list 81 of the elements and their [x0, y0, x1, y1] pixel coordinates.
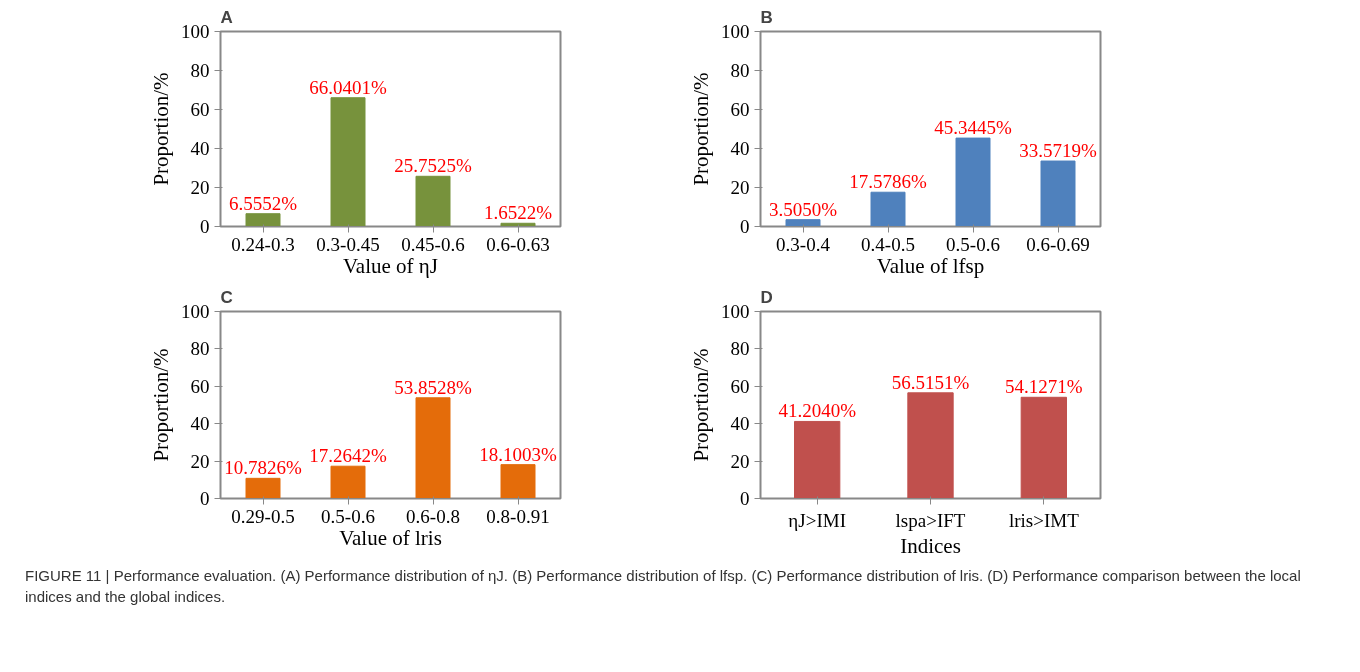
x-tick-label: 0.3-0.4: [776, 233, 831, 255]
data-label: 1.6522%: [483, 202, 553, 224]
bar: [955, 137, 991, 227]
x-tick-label: 0.6-0.8: [406, 505, 460, 527]
y-axis-title: Proportion/%: [149, 72, 173, 186]
y-axis-title: Proportion/%: [149, 348, 173, 462]
x-tick-label: 0.6-0.69: [1026, 233, 1090, 255]
x-tick-label: 0.8-0.91: [486, 505, 550, 527]
x-tick-label: 0.24-0.3: [231, 233, 295, 255]
x-tick-label: 0.5-0.6: [321, 505, 375, 527]
y-tick-label: 40: [190, 413, 210, 435]
y-tick-label: 40: [190, 138, 210, 159]
bar: [794, 420, 841, 499]
chart-title: B: [760, 7, 773, 27]
y-tick-label: 60: [730, 375, 750, 397]
bar: [245, 477, 281, 499]
bar: [1020, 396, 1067, 499]
y-axis-title: Proportion/%: [689, 348, 713, 462]
data-label: 33.5719%: [1019, 140, 1097, 162]
y-axis-title: Proportion/%: [689, 72, 713, 186]
data-label: 17.2642%: [309, 445, 387, 467]
y-tick-label: 0: [200, 488, 210, 509]
chart-title: D: [760, 287, 773, 307]
data-label: 41.2040%: [778, 400, 857, 422]
bar: [330, 97, 366, 227]
x-tick-label: 0.5-0.6: [946, 233, 1000, 255]
x-tick-label: lris>IMT: [1008, 509, 1080, 531]
data-label: 10.7826%: [224, 457, 302, 479]
y-tick-label: 0: [740, 488, 750, 509]
x-tick-label: 0.3-0.45: [316, 233, 380, 255]
data-label: 25.7525%: [394, 155, 472, 177]
y-tick-label: 40: [730, 413, 750, 435]
data-label: 6.5552%: [228, 192, 298, 214]
caption: FIGURE 11 | Performance evaluation. (A) Performance distribution of ηJ. (B) Performance distribution of lfsp. (C) Performance distribution of lris. (D) Performance comparison between the local indices and the global indices.: [25, 566, 1302, 608]
y-tick-label: 80: [190, 338, 210, 360]
bar: [1040, 160, 1076, 227]
y-tick-label: 40: [730, 138, 750, 159]
y-tick-label: 80: [190, 60, 210, 81]
data-label: 18.1003%: [479, 443, 557, 465]
x-tick-label: lspa>IFT: [895, 509, 966, 531]
bar: [330, 465, 366, 499]
x-axis-title: Indices: [900, 533, 961, 558]
x-tick-label: ηJ>IMI: [788, 509, 846, 531]
y-tick-label: 100: [181, 21, 210, 42]
bar: [785, 219, 821, 227]
y-tick-label: 100: [181, 301, 210, 322]
y-tick-label: 20: [190, 450, 210, 472]
y-tick-label: 20: [190, 177, 210, 198]
y-tick-label: 0: [740, 216, 750, 237]
bar: [500, 464, 536, 499]
x-axis-title: Value of lris: [339, 525, 442, 550]
bar: [870, 191, 906, 227]
y-tick-label: 80: [730, 60, 750, 81]
chart-title: C: [220, 287, 233, 307]
y-tick-label: 60: [190, 375, 210, 397]
y-tick-label: 60: [730, 99, 750, 120]
data-label: 17.5786%: [849, 171, 927, 193]
x-tick-label: 0.45-0.6: [401, 233, 465, 255]
y-tick-label: 100: [721, 21, 750, 42]
bar: [415, 397, 451, 499]
x-axis-title: Value of lfsp: [876, 253, 985, 278]
data-label: 45.3445%: [934, 117, 1012, 139]
y-tick-label: 100: [721, 301, 750, 322]
data-label: 53.8528%: [394, 376, 472, 398]
y-tick-label: 80: [730, 338, 750, 360]
y-tick-label: 0: [200, 216, 210, 237]
y-tick-label: 60: [190, 99, 210, 120]
x-tick-label: 0.29-0.5: [231, 505, 295, 527]
data-label: 56.5151%: [891, 371, 970, 393]
data-label: 54.1271%: [1005, 376, 1083, 398]
chart-title: A: [220, 7, 233, 27]
y-tick-label: 20: [730, 450, 750, 472]
x-axis-title: Value of ηJ: [343, 253, 438, 278]
data-label: 3.5050%: [768, 198, 838, 220]
x-tick-label: 0.6-0.63: [486, 233, 550, 255]
x-tick-label: 0.4-0.5: [861, 233, 915, 255]
data-label: 66.0401%: [309, 76, 387, 98]
bar: [907, 392, 954, 499]
y-tick-label: 20: [730, 177, 750, 198]
bar: [415, 175, 451, 227]
bar: [245, 213, 281, 227]
